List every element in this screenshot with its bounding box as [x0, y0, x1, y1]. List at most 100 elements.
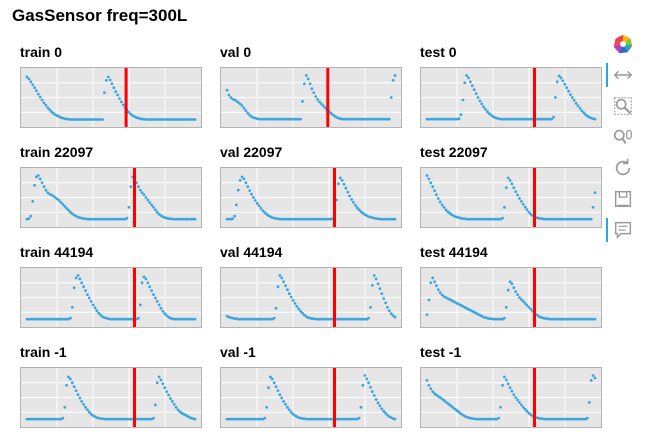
scatter-svg	[21, 268, 201, 327]
data-point	[240, 104, 244, 108]
data-point	[127, 110, 131, 114]
plot-area[interactable]	[420, 167, 602, 228]
data-point	[370, 283, 374, 287]
wheel-zoom-icon	[613, 129, 632, 144]
data-point	[259, 206, 263, 210]
plot-area[interactable]	[420, 367, 602, 428]
data-point	[65, 206, 68, 210]
data-point	[382, 409, 386, 413]
subplot-title: test 44194	[420, 244, 488, 260]
pan-horizontal-tool[interactable]	[606, 61, 638, 89]
data-point	[238, 102, 242, 106]
subplot-title: val 0	[220, 44, 252, 60]
data-point	[172, 403, 176, 406]
data-point	[78, 277, 82, 281]
plot-area[interactable]	[20, 67, 202, 128]
data-point	[261, 209, 265, 213]
data-point	[506, 382, 510, 386]
data-point	[376, 282, 380, 286]
data-point	[193, 118, 197, 121]
data-point	[97, 311, 101, 315]
data-point	[508, 179, 512, 182]
data-point	[308, 82, 312, 86]
subplot: test -1	[416, 344, 616, 439]
data-point	[446, 402, 450, 405]
data-point	[474, 92, 478, 95]
data-point	[148, 285, 152, 289]
plot-area[interactable]	[420, 67, 602, 128]
plot-area[interactable]	[220, 267, 402, 328]
data-point	[63, 204, 67, 208]
data-point	[108, 78, 112, 82]
data-point	[510, 182, 514, 186]
plot-area[interactable]	[220, 67, 402, 128]
subplot: train 22097	[16, 144, 216, 239]
plot-area[interactable]	[20, 367, 202, 428]
data-point	[593, 117, 597, 121]
data-point	[331, 113, 335, 116]
subplot: train 44194	[16, 244, 216, 339]
data-point	[50, 110, 53, 114]
data-point	[236, 101, 240, 104]
data-point	[155, 300, 159, 303]
data-point	[25, 75, 29, 79]
data-point	[320, 102, 323, 106]
data-point	[463, 81, 467, 85]
data-point	[154, 208, 157, 212]
plot-area[interactable]	[220, 367, 402, 428]
data-point	[440, 293, 444, 297]
data-point	[306, 77, 310, 81]
data-point	[231, 217, 235, 220]
plot-area[interactable]	[20, 167, 202, 228]
data-point	[435, 393, 438, 397]
data-point	[57, 199, 61, 202]
data-point	[508, 386, 512, 390]
data-point	[286, 405, 289, 409]
data-point	[520, 200, 523, 203]
plot-area[interactable]	[420, 267, 602, 328]
plot-area[interactable]	[220, 167, 402, 228]
scatter-svg	[221, 268, 401, 327]
data-point	[312, 91, 316, 94]
data-point	[444, 208, 448, 212]
data-point	[38, 95, 42, 99]
data-point	[227, 93, 231, 97]
data-point	[114, 90, 118, 93]
wheel-zoom-tool[interactable]	[608, 123, 638, 151]
data-point	[70, 305, 74, 309]
data-point	[389, 96, 393, 99]
plot-area[interactable]	[20, 267, 202, 328]
subplot-title: train 44194	[20, 244, 94, 260]
data-point	[155, 381, 159, 385]
data-point	[431, 185, 435, 189]
data-point	[244, 181, 248, 185]
data-point	[278, 274, 282, 277]
data-point	[116, 93, 119, 97]
hover-tool[interactable]	[606, 216, 638, 244]
data-point	[27, 77, 31, 81]
data-point	[193, 417, 197, 421]
data-point	[93, 306, 97, 310]
data-point	[435, 284, 438, 288]
data-point	[523, 205, 527, 209]
data-point	[157, 375, 161, 379]
data-point	[276, 285, 280, 289]
data-point	[565, 86, 569, 90]
subplot: test 44194	[416, 244, 616, 339]
data-point	[382, 297, 386, 300]
data-point	[246, 185, 250, 189]
data-point	[95, 309, 99, 313]
data-point	[384, 411, 387, 415]
data-point	[586, 416, 589, 420]
box-zoom-tool[interactable]	[608, 92, 638, 120]
data-point	[525, 303, 529, 307]
save-tool[interactable]	[608, 185, 638, 213]
data-point	[554, 96, 557, 99]
data-point	[53, 196, 57, 199]
reset-tool[interactable]	[608, 154, 638, 182]
data-point	[497, 416, 501, 420]
data-point	[178, 410, 182, 414]
data-point	[86, 408, 89, 412]
data-point	[161, 382, 165, 386]
data-point	[301, 100, 304, 103]
